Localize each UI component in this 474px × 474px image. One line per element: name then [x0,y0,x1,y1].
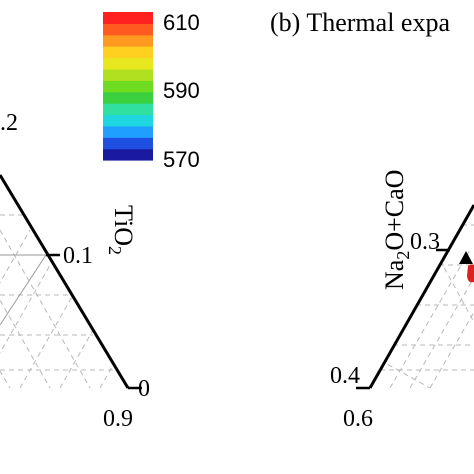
colorbar: 610 590 570 [103,10,200,172]
colorbar-tick-label: 590 [163,78,200,103]
colorbar-band [103,148,153,161]
colorbar-band [103,68,153,81]
colorbar-band [103,57,153,70]
axis-label: TiO2 [105,205,138,255]
ternary-axis-right-a [0,174,130,389]
colorbar-band [103,12,153,24]
left-fragment-label: .2 [0,110,18,136]
tick-label: 0.1 [63,243,93,269]
tick-label: 0 [138,376,150,402]
ternary-panel-b: (b) Thermal expa 0.3 0.4 0.6 Na2O+CaO [270,8,474,432]
colorbar-tick-label: 610 [163,10,200,35]
colorbar-band [103,34,153,47]
colorbar-band [103,80,153,93]
tick-label: 0.6 [343,406,373,432]
ternary-axis-left-b [368,204,474,389]
colorbar-band [103,114,153,127]
triangle-marker [459,251,473,264]
colorbar-band [103,46,153,59]
colorbar-band [103,23,153,36]
axis-label: Na2O+CaO [380,170,413,290]
tick-label: 0.9 [103,406,133,432]
chart-title: (b) Thermal expa [270,8,450,37]
tick-label: 0.4 [330,363,360,389]
colorbar-band [103,103,153,116]
tick-label: 0.3 [410,229,440,255]
colorbar-band [103,125,153,138]
ternary-panel-a: .2 0.1 0 0.9 TiO2 [0,110,150,432]
ternary-grid-a [0,214,128,388]
red-region-marker [467,264,474,283]
colorbar-band [103,137,153,150]
colorbar-tick-label: 570 [163,147,200,172]
colorbar-bands [103,12,153,161]
colorbar-band [103,91,153,104]
ternary-grid-b [379,224,474,388]
data-markers [459,251,474,283]
